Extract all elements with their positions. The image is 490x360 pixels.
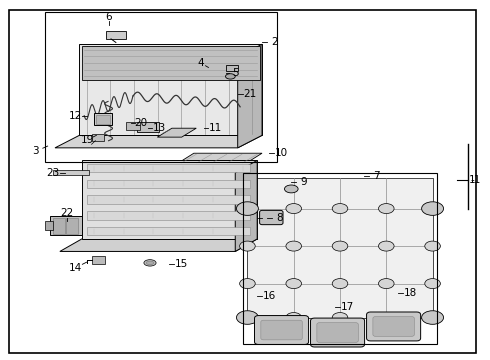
Ellipse shape (421, 202, 443, 215)
Bar (87, 195, 250, 204)
Text: 4: 4 (198, 58, 204, 68)
Ellipse shape (425, 241, 441, 251)
Ellipse shape (286, 241, 301, 251)
Ellipse shape (332, 241, 348, 251)
Text: 9: 9 (300, 177, 307, 187)
Ellipse shape (225, 74, 235, 79)
Bar (52, 170, 89, 175)
Text: 12: 12 (69, 111, 82, 121)
Text: 18: 18 (404, 288, 417, 297)
Text: 6: 6 (105, 12, 112, 22)
Bar (97, 115, 110, 123)
Ellipse shape (237, 311, 258, 324)
Ellipse shape (286, 279, 301, 289)
Ellipse shape (240, 279, 255, 289)
Ellipse shape (425, 279, 441, 289)
Polygon shape (247, 178, 433, 318)
FancyBboxPatch shape (261, 320, 302, 340)
Bar (50, 216, 82, 235)
Ellipse shape (332, 312, 348, 323)
Polygon shape (79, 44, 262, 135)
Text: 23: 23 (46, 168, 59, 178)
Text: -1: -1 (470, 175, 481, 185)
FancyBboxPatch shape (260, 210, 283, 225)
Polygon shape (157, 128, 196, 137)
Text: 19: 19 (81, 135, 94, 145)
Text: 21: 21 (243, 89, 256, 99)
Polygon shape (60, 239, 257, 251)
Text: 1: 1 (469, 175, 476, 185)
Bar (45, 12, 277, 162)
FancyBboxPatch shape (367, 312, 420, 341)
Ellipse shape (147, 261, 154, 265)
Bar (87, 211, 250, 220)
Ellipse shape (378, 279, 394, 289)
Text: 10: 10 (275, 148, 288, 158)
Text: 20: 20 (135, 118, 148, 128)
Text: 7: 7 (373, 171, 380, 181)
Bar (137, 122, 159, 132)
Bar (87, 164, 250, 172)
Polygon shape (82, 160, 257, 239)
Ellipse shape (240, 241, 255, 251)
Text: 8: 8 (276, 212, 282, 222)
FancyBboxPatch shape (254, 316, 309, 345)
Text: 17: 17 (341, 302, 354, 312)
Bar (52, 217, 65, 234)
Text: 11: 11 (209, 123, 222, 133)
Ellipse shape (286, 312, 301, 323)
Polygon shape (55, 135, 262, 148)
Bar (87, 227, 250, 235)
Polygon shape (82, 46, 260, 80)
Ellipse shape (332, 279, 348, 289)
Bar (243, 173, 438, 344)
Ellipse shape (332, 203, 348, 213)
Ellipse shape (378, 312, 394, 323)
Ellipse shape (378, 203, 394, 213)
Bar (92, 134, 104, 141)
Bar (66, 217, 78, 234)
Bar (92, 256, 105, 264)
Ellipse shape (378, 241, 394, 251)
Bar (94, 113, 113, 125)
Text: 16: 16 (263, 291, 276, 301)
Bar (125, 122, 140, 130)
Ellipse shape (421, 311, 443, 324)
FancyBboxPatch shape (317, 323, 358, 342)
Text: 13: 13 (153, 123, 167, 133)
Text: 2: 2 (271, 37, 277, 48)
Text: 3: 3 (32, 147, 39, 157)
Ellipse shape (237, 202, 258, 215)
Bar (87, 180, 250, 188)
Polygon shape (238, 44, 262, 148)
Bar (106, 31, 125, 39)
Ellipse shape (240, 203, 255, 213)
Ellipse shape (286, 203, 301, 213)
Bar (45, 221, 52, 230)
FancyBboxPatch shape (311, 318, 365, 347)
Text: 22: 22 (61, 208, 74, 218)
Text: 5: 5 (232, 68, 239, 78)
Text: 14: 14 (69, 262, 82, 273)
Ellipse shape (144, 260, 156, 266)
FancyBboxPatch shape (373, 317, 415, 336)
Ellipse shape (285, 185, 298, 193)
Polygon shape (177, 153, 262, 164)
Ellipse shape (240, 312, 255, 323)
Bar (225, 64, 238, 71)
Text: 15: 15 (175, 259, 188, 269)
Polygon shape (235, 160, 257, 251)
